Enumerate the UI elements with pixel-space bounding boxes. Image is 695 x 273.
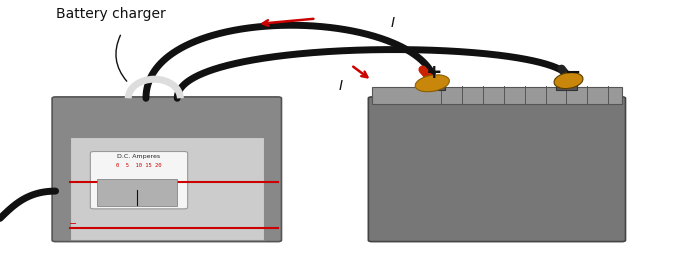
Bar [372,87,622,104]
Ellipse shape [415,75,450,92]
Text: −: − [565,63,582,82]
Text: Battery charger: Battery charger [56,7,166,21]
FancyBboxPatch shape [52,97,281,242]
Text: D.C. Amperes: D.C. Amperes [117,155,161,159]
Text: 0  5  10 15 20: 0 5 10 15 20 [116,163,162,168]
Text: +: + [426,63,443,82]
Bar [556,79,577,90]
FancyBboxPatch shape [368,97,626,242]
FancyBboxPatch shape [90,152,188,209]
Bar [424,79,445,90]
Bar [70,136,264,240]
Text: I: I [338,79,343,93]
Ellipse shape [554,73,583,88]
Text: I: I [391,16,395,30]
Text: −: − [69,219,77,229]
Bar [97,179,177,206]
